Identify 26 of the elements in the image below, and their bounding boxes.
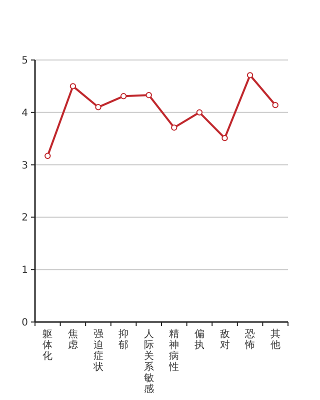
x-tick-label: 抑郁 <box>118 328 129 351</box>
x-tick-label: 躯体化 <box>42 329 53 362</box>
y-tick-label: 2 <box>22 212 28 224</box>
x-tick-label: 强迫症状 <box>92 329 104 373</box>
x-tick-label: 恐怖 <box>244 329 256 351</box>
y-tick-label: 3 <box>22 160 28 172</box>
point <box>246 72 254 78</box>
point <box>44 152 51 159</box>
point <box>95 104 102 110</box>
x-tick-label: 其他 <box>270 328 280 351</box>
y-tick-label: 1 <box>22 265 28 276</box>
x-tick-label: 敌对 <box>220 329 230 351</box>
point <box>146 92 152 98</box>
y-tick-label: 4 <box>22 108 28 119</box>
x-tick-label: 精神病性 <box>168 328 180 373</box>
point <box>222 134 228 142</box>
x-tick-label: 人际关系敏感 <box>144 329 154 395</box>
y-tick-label: 0 <box>22 318 28 328</box>
x-tick-label: 偏执 <box>194 328 204 351</box>
point <box>171 124 178 131</box>
point <box>120 93 127 100</box>
y-tick-label: 5 <box>22 56 28 66</box>
x-tick-label: 焦虑 <box>68 328 78 351</box>
point <box>272 102 278 108</box>
point <box>70 83 76 90</box>
point <box>196 109 203 116</box>
